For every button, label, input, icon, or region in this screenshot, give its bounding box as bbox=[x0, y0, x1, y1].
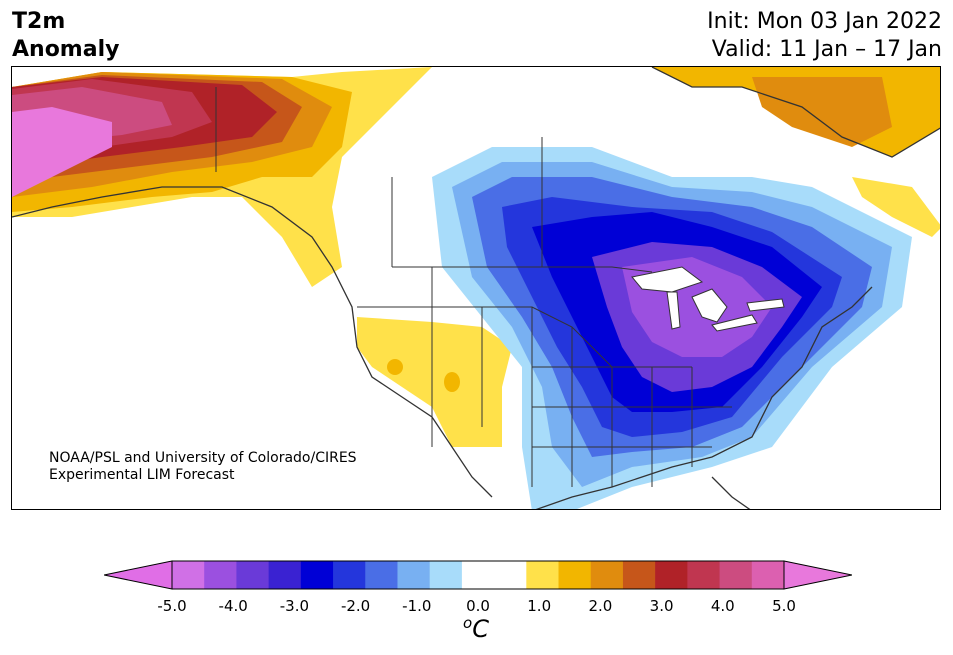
colorbar-tick-label: -5.0 bbox=[157, 597, 187, 615]
warm-anomaly-alaska bbox=[12, 67, 432, 287]
colorbar-segment bbox=[365, 561, 398, 589]
colorbar-segment bbox=[494, 561, 527, 589]
colorbar-segment bbox=[526, 561, 560, 589]
unit-base: C bbox=[472, 615, 489, 643]
colorbar-segment bbox=[397, 561, 431, 589]
colorbar-over-arrow bbox=[783, 560, 852, 590]
colorbar-segment bbox=[461, 561, 495, 589]
great-lakes bbox=[631, 266, 785, 332]
colorbar-tick-label: -4.0 bbox=[218, 597, 248, 615]
colorbar-segment bbox=[236, 561, 270, 589]
coastline bbox=[12, 67, 940, 509]
map-title: T2m Anomaly bbox=[12, 8, 119, 64]
colorbar-segment bbox=[429, 561, 463, 589]
colorbar-tick-label: 3.0 bbox=[649, 597, 674, 615]
title-line-1: T2m bbox=[12, 9, 66, 34]
credit-text: NOAA/PSL and University of Colorado/CIRE… bbox=[49, 450, 357, 484]
warm-anomaly-east-canada bbox=[652, 67, 940, 237]
valid-range: Valid: 11 Jan – 17 Jan bbox=[711, 37, 942, 62]
init-date: Init: Mon 03 Jan 2022 bbox=[707, 9, 942, 34]
colorbar-segment bbox=[204, 561, 237, 589]
colorbar-segment bbox=[558, 561, 592, 589]
colorbar-segment bbox=[590, 561, 624, 589]
credit-line-1: NOAA/PSL and University of Colorado/CIRE… bbox=[49, 450, 357, 466]
colorbar bbox=[104, 560, 852, 590]
colorbar-segment bbox=[719, 561, 753, 589]
colorbar-segment bbox=[751, 561, 785, 589]
colorbar-under-arrow bbox=[104, 560, 173, 590]
forecast-dates: Init: Mon 03 Jan 2022 Valid: 11 Jan – 17… bbox=[707, 8, 942, 64]
anomaly-map bbox=[11, 66, 941, 510]
colorbar-segment bbox=[268, 561, 302, 589]
colorbar-tick-label: -3.0 bbox=[279, 597, 310, 615]
title-line-2: Anomaly bbox=[12, 37, 120, 62]
colorbar-tick-label: 0.0 bbox=[466, 597, 490, 615]
colorbar-segment bbox=[300, 561, 334, 589]
colorbar-segment bbox=[687, 561, 721, 589]
credit-line-2: Experimental LIM Forecast bbox=[49, 467, 235, 483]
colorbar-tick-label: 1.0 bbox=[527, 597, 552, 615]
colorbar-segment bbox=[172, 561, 205, 589]
colorbar-segment bbox=[622, 561, 656, 589]
colorbar-tick-label: 4.0 bbox=[710, 597, 735, 615]
colorbar-tick-label: -2.0 bbox=[340, 597, 371, 615]
colorbar-frame bbox=[171, 560, 785, 590]
unit-superscript: o bbox=[463, 614, 473, 632]
map-canvas bbox=[12, 67, 940, 509]
colorbar-segment bbox=[333, 561, 366, 589]
warm-anomaly-southwest bbox=[357, 317, 512, 447]
unit-label: oC bbox=[463, 614, 489, 643]
political-borders bbox=[215, 87, 732, 487]
colorbar-segment bbox=[655, 561, 688, 589]
colorbar-tick-label: -1.0 bbox=[402, 597, 432, 615]
colorbar-tick-label: 2.0 bbox=[588, 597, 613, 615]
colorbar-tick-label: 5.0 bbox=[772, 597, 796, 615]
